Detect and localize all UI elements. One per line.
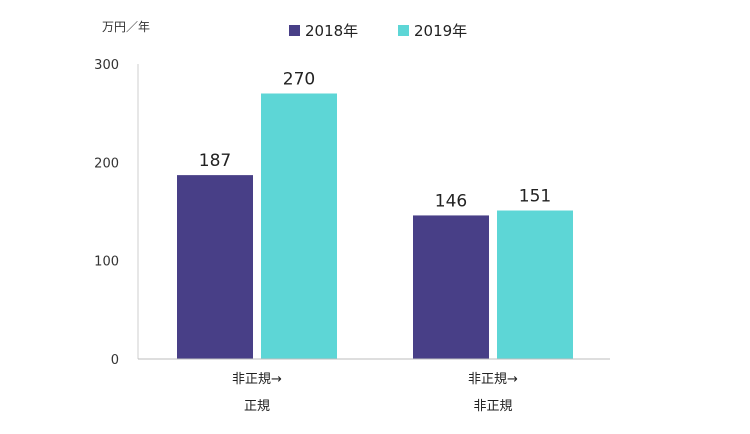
legend-swatch-2019 bbox=[398, 25, 409, 36]
category-label-2-line2: 非正規 bbox=[473, 399, 512, 414]
category-label-1-line1: 非正規→ bbox=[232, 372, 282, 387]
y-tick-label-100: 100 bbox=[94, 255, 119, 270]
bars bbox=[177, 93, 573, 359]
y-axis-unit-label: 万円／年 bbox=[102, 20, 150, 34]
category-label-1-line2: 正規 bbox=[244, 399, 270, 414]
legend-label-2019: 2019年 bbox=[414, 22, 467, 40]
legend-label-2018: 2018年 bbox=[305, 22, 358, 40]
y-tick-label-200: 200 bbox=[94, 156, 119, 171]
bar-1-series-2 bbox=[261, 93, 337, 359]
category-label-2-line1: 非正規→ bbox=[468, 372, 518, 387]
data-labels: 187 270 146 151 bbox=[199, 70, 551, 212]
data-label-1-series-2: 270 bbox=[283, 70, 315, 90]
legend-swatch-2018 bbox=[289, 25, 300, 36]
y-axis-ticks: 0 100 200 300 bbox=[94, 58, 119, 368]
category-labels: 非正規→ 正規 非正規→ 非正規 bbox=[232, 372, 518, 414]
legend: 2018年 2019年 bbox=[289, 22, 467, 40]
bar-2-series-2 bbox=[497, 210, 573, 359]
y-tick-label-0: 0 bbox=[111, 353, 119, 368]
data-label-1-series-1: 187 bbox=[199, 151, 231, 171]
data-label-2-series-2: 151 bbox=[519, 187, 551, 207]
bar-2-series-1 bbox=[413, 215, 489, 359]
data-label-2-series-1: 146 bbox=[435, 191, 467, 211]
y-tick-label-300: 300 bbox=[94, 58, 119, 73]
bar-1-series-1 bbox=[177, 175, 253, 359]
